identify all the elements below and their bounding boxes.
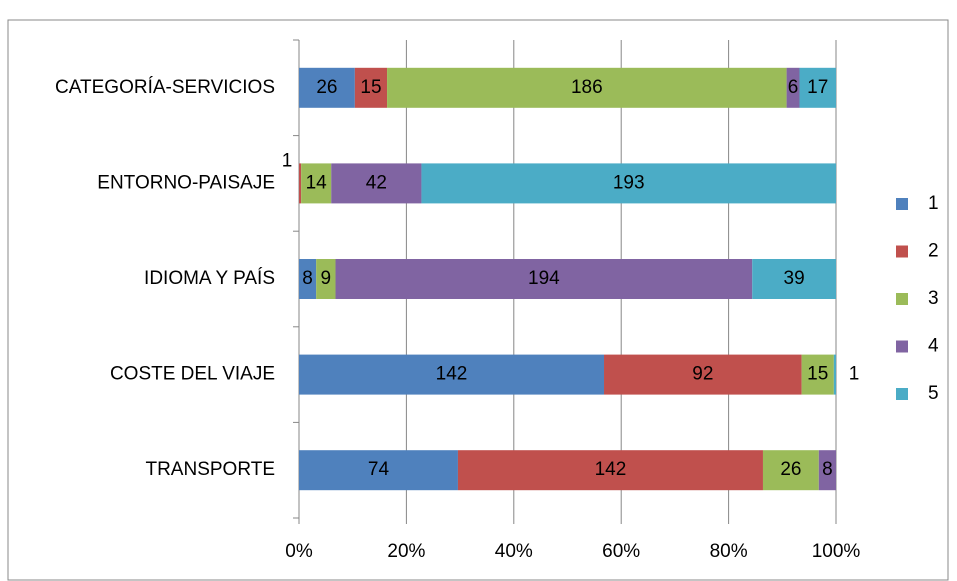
data-label: 15 — [807, 364, 828, 385]
data-label: 8 — [822, 459, 833, 480]
legend-swatch — [896, 245, 908, 258]
bar-segment — [818, 450, 836, 491]
legend-swatch — [896, 388, 908, 400]
legend-label: 4 — [928, 336, 939, 357]
x-tick-label: 100% — [812, 541, 861, 562]
bar-segment — [604, 354, 802, 395]
x-tick-label: 80% — [710, 541, 748, 562]
y-tick-label: CATEGORÍA-SERVICIOS — [55, 77, 275, 98]
chart-frame — [7, 19, 949, 581]
y-tick-label: TRANSPORTE — [145, 459, 275, 480]
legend-swatch — [896, 340, 908, 353]
legend-label: 3 — [928, 288, 939, 309]
data-label: 8 — [302, 268, 313, 289]
bar-segment — [762, 450, 819, 491]
data-label: 17 — [807, 77, 828, 98]
bar-segment — [299, 450, 458, 491]
data-label: 15 — [360, 77, 381, 98]
bar-segment — [801, 354, 834, 395]
data-label: 142 — [436, 364, 468, 385]
data-label: 74 — [368, 459, 390, 480]
bar-segment — [316, 259, 336, 299]
y-tick-label: IDIOMA Y PAÍS — [144, 268, 275, 289]
bar-segment — [335, 259, 753, 299]
bar-segment — [752, 259, 836, 299]
bar-segment — [786, 67, 800, 108]
bar-segment — [354, 67, 388, 108]
legend-swatch — [896, 198, 908, 210]
data-label: 14 — [306, 172, 328, 193]
data-label: 194 — [528, 268, 560, 289]
bar-segment — [331, 163, 422, 204]
bar-segment — [387, 67, 787, 108]
data-label: 9 — [321, 268, 332, 289]
x-tick-label: 0% — [285, 541, 313, 562]
data-label: 92 — [692, 364, 713, 385]
data-label: 186 — [571, 77, 603, 98]
legend-label: 1 — [928, 193, 939, 214]
data-label: 26 — [780, 459, 801, 480]
y-tick-label: COSTE DEL VIAJE — [110, 364, 275, 385]
data-label: 42 — [366, 172, 387, 193]
legend-label: 5 — [928, 383, 939, 404]
y-tick-label: ENTORNO-PAISAJE — [97, 172, 275, 193]
bar-segment — [299, 259, 317, 299]
bar-segment — [457, 450, 763, 491]
bar-segment — [301, 163, 332, 204]
data-label: 1 — [849, 364, 860, 385]
data-label: 6 — [788, 77, 799, 98]
data-label: 1 — [282, 150, 293, 171]
legend-swatch — [896, 293, 908, 305]
data-label: 26 — [316, 77, 337, 98]
data-label: 193 — [613, 172, 645, 193]
x-tick-label: 60% — [602, 541, 640, 562]
legend-label: 2 — [928, 241, 939, 262]
bar-segment — [299, 354, 605, 395]
data-label: 142 — [595, 459, 627, 480]
bar-segment — [833, 354, 836, 395]
data-label: 39 — [784, 268, 805, 289]
bar-segment — [299, 163, 302, 204]
x-tick-label: 40% — [495, 541, 533, 562]
bar-segment — [421, 163, 836, 204]
bar-segment — [799, 67, 836, 108]
x-tick-label: 20% — [387, 541, 425, 562]
bar-segment — [299, 67, 355, 108]
